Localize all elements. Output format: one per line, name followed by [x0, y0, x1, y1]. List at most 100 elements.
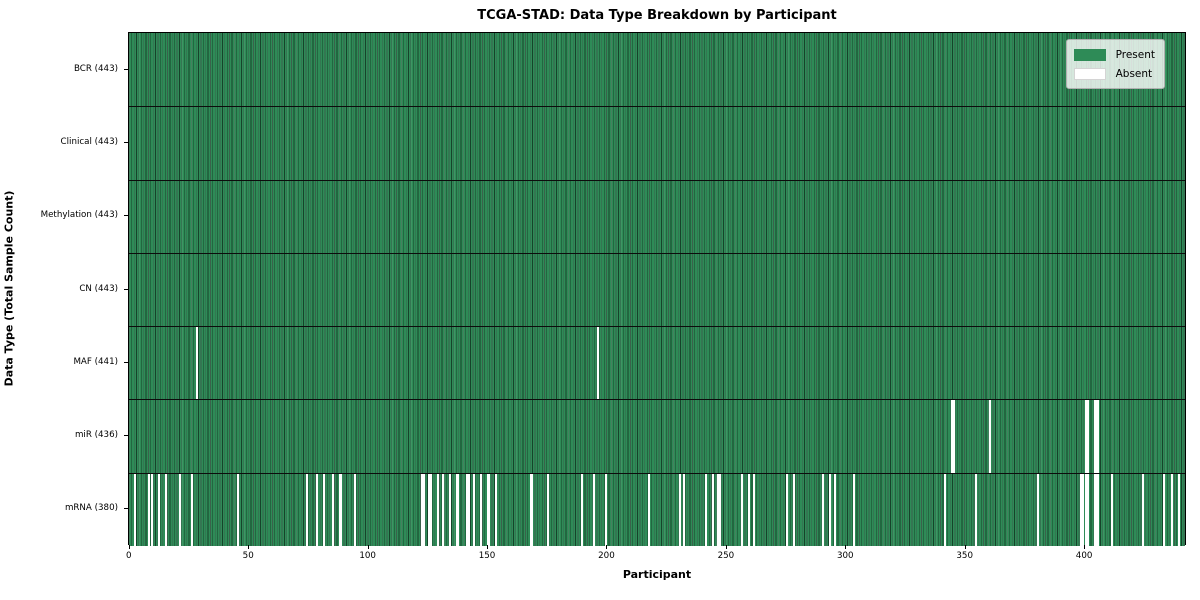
absent-stripe — [150, 473, 153, 546]
plot-area: Present Absent — [128, 32, 1186, 546]
x-tick-mark — [845, 545, 847, 549]
legend-label-absent: Absent — [1115, 67, 1153, 80]
absent-stripe — [315, 473, 318, 546]
absent-stripe — [711, 473, 715, 546]
y-tick-mark — [124, 68, 128, 70]
y-tick-mark — [124, 361, 128, 363]
absent-stripe — [1177, 473, 1180, 546]
y-tick-label: Methylation (443) — [40, 210, 118, 221]
absent-stripe — [950, 400, 953, 473]
x-tick-label: 350 — [956, 551, 973, 561]
absent-stripe — [740, 473, 743, 546]
legend-label-present: Present — [1115, 48, 1155, 61]
absent-stripe — [487, 473, 490, 546]
absent-stripe — [427, 473, 430, 546]
x-tick-mark — [487, 545, 489, 549]
x-tick-label: 200 — [598, 551, 615, 561]
y-tick-label: mRNA (380) — [64, 503, 118, 514]
absent-stripe — [833, 473, 836, 546]
absent-stripe — [449, 473, 452, 546]
absent-stripe — [580, 473, 583, 546]
x-tick-mark — [367, 545, 369, 549]
absent-stripe — [1094, 400, 1097, 473]
data-row — [129, 252, 1185, 327]
chart-title: TCGA-STAD: Data Type Breakdown by Partic… — [477, 8, 837, 23]
absent-stripe — [829, 473, 832, 546]
absent-stripe — [1036, 473, 1039, 546]
x-tick-mark — [128, 545, 130, 549]
absent-stripe — [1163, 473, 1166, 546]
absent-stripe — [597, 327, 600, 400]
y-tick-label: MAF (441) — [73, 356, 118, 367]
absent-stripe — [592, 473, 595, 546]
x-tick-label: 0 — [126, 551, 132, 561]
absent-stripe — [530, 473, 533, 546]
absent-stripe — [423, 473, 426, 546]
absent-stripe — [480, 473, 483, 546]
y-tick-mark — [124, 215, 128, 217]
absent-stripe — [1094, 473, 1097, 546]
absent-stripe — [1096, 400, 1099, 473]
x-tick-label: 400 — [1075, 551, 1093, 561]
absent-stripe — [752, 473, 755, 546]
absent-stripe — [821, 473, 824, 546]
absent-stripe — [332, 473, 335, 546]
data-row — [129, 399, 1185, 473]
absent-stripe — [494, 473, 497, 546]
x-tick-label: 250 — [717, 551, 735, 561]
absent-stripe — [1110, 473, 1113, 546]
y-tick-label: BCR (443) — [73, 63, 118, 74]
absent-stripe — [456, 473, 459, 546]
absent-stripe — [852, 473, 855, 546]
legend-item-absent: Absent — [1073, 64, 1155, 83]
absent-stripe — [793, 473, 796, 546]
data-row — [129, 106, 1185, 180]
absent-stripe — [1141, 473, 1144, 546]
absent-stripe — [305, 473, 309, 546]
absent-stripe — [165, 473, 168, 546]
y-tick-mark — [124, 508, 128, 510]
absent-stripe — [989, 400, 992, 473]
absent-stripe — [719, 473, 722, 546]
absent-stripe — [1086, 400, 1090, 473]
x-tick-mark — [964, 545, 966, 549]
data-row — [129, 33, 1185, 107]
y-tick-mark — [124, 435, 128, 437]
absent-stripe — [1086, 473, 1090, 546]
absent-stripe — [1084, 400, 1087, 473]
absent-stripe — [1096, 473, 1099, 546]
absent-stripe — [547, 473, 550, 546]
y-tick-label: CN (443) — [79, 283, 118, 294]
absent-stripe — [430, 473, 433, 546]
legend: Present Absent — [1065, 39, 1165, 89]
absent-stripe — [1170, 473, 1173, 546]
absent-stripe — [353, 473, 356, 546]
absent-stripe — [157, 473, 160, 546]
x-tick-mark — [606, 545, 608, 549]
absent-stripe — [322, 473, 325, 546]
absent-stripe — [420, 473, 423, 546]
absent-stripe — [148, 473, 151, 546]
y-tick-mark — [124, 288, 128, 290]
absent-stripe — [678, 473, 681, 546]
absent-stripe — [974, 473, 977, 546]
absent-stripe — [339, 473, 342, 546]
absent-stripe — [747, 473, 750, 546]
absent-stripe — [179, 473, 182, 546]
absent-stripe — [473, 473, 476, 546]
absent-stripe — [191, 473, 194, 546]
absent-stripe — [134, 473, 137, 546]
y-tick-label: Clinical (443) — [60, 136, 118, 147]
x-tick-mark — [725, 545, 727, 549]
absent-stripe — [1084, 473, 1087, 546]
absent-stripe — [683, 473, 686, 546]
x-tick-label: 50 — [242, 551, 254, 561]
absent-stripe — [1082, 473, 1085, 546]
absent-stripe — [468, 473, 471, 546]
absent-stripe — [716, 473, 719, 546]
absent-stripe — [196, 327, 199, 400]
x-tick-label: 100 — [359, 551, 376, 561]
absent-stripe — [465, 473, 469, 546]
absent-stripe — [437, 473, 440, 546]
